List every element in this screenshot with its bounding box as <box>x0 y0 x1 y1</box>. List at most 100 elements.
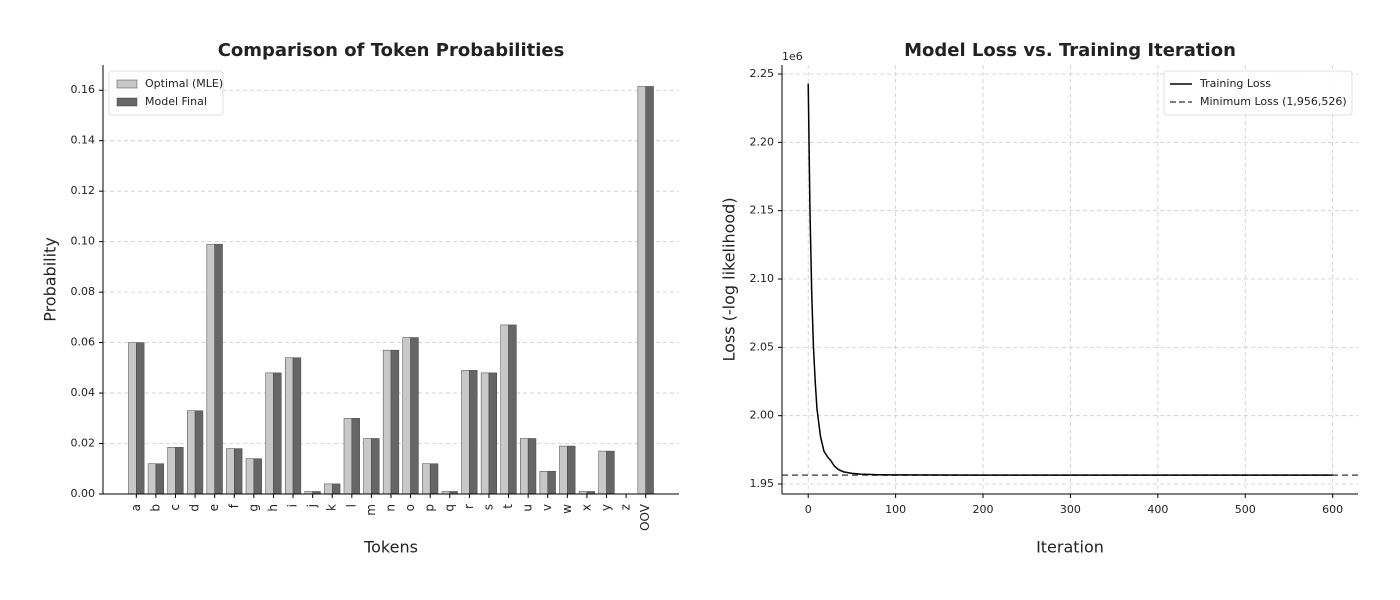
legend-label: Minimum Loss (1,956,526) <box>1200 95 1347 108</box>
legend-label: Training Loss <box>1199 77 1271 90</box>
y-tick-label: 1.95 <box>750 477 775 490</box>
x-tick-label: 400 <box>1147 503 1168 516</box>
bar <box>214 243 223 495</box>
y-tick-label: 2.25 <box>750 67 775 80</box>
x-tick-label: r <box>462 504 476 509</box>
bar <box>500 324 509 495</box>
bar <box>292 357 302 495</box>
bar <box>343 418 353 495</box>
x-tick-label: c <box>168 504 182 511</box>
bar <box>284 357 294 495</box>
bar <box>488 372 498 495</box>
y-tick-label: 0.10 <box>71 235 96 248</box>
y-axis-label: Loss (-log likelihood) <box>720 197 739 361</box>
chart-title: Comparison of Token Probabilities <box>218 40 565 61</box>
x-tick-label: z <box>619 504 633 510</box>
bar <box>527 438 537 495</box>
bar <box>194 410 204 495</box>
x-tick-label: i <box>286 504 300 507</box>
offset-label: 1e6 <box>782 50 803 63</box>
x-axis-label: Tokens <box>363 538 418 557</box>
x-tick-label: v <box>540 504 554 511</box>
x-tick-label: n <box>384 504 398 512</box>
x-axis-label: Iteration <box>1036 538 1104 557</box>
bar <box>331 483 341 495</box>
bar <box>606 450 615 495</box>
x-tick-label: b <box>148 504 162 512</box>
bar <box>469 370 478 495</box>
x-tick-label: s <box>481 504 495 510</box>
bar <box>382 349 392 495</box>
bar <box>567 445 576 495</box>
legend-swatch <box>116 97 138 107</box>
y-tick-label: 0.12 <box>71 184 96 197</box>
y-tick-label: 0.16 <box>71 83 96 96</box>
y-tick-label: 2.15 <box>750 204 775 217</box>
x-tick-label: w <box>560 504 574 514</box>
legend-label: Optimal (MLE) <box>145 77 223 90</box>
bar <box>136 342 145 495</box>
bar <box>520 438 529 495</box>
bar <box>324 483 333 495</box>
legend-box <box>108 70 224 116</box>
bar <box>410 337 419 495</box>
x-tick-label: a <box>129 504 143 511</box>
bar <box>175 447 184 495</box>
y-tick-label: 0.00 <box>71 487 96 500</box>
x-tick-label: k <box>325 504 339 511</box>
bar <box>147 463 157 495</box>
bar <box>598 450 607 495</box>
y-tick-label: 2.05 <box>750 340 775 353</box>
bar <box>508 324 517 495</box>
bar <box>234 448 243 495</box>
bar <box>226 448 235 495</box>
bar <box>253 458 262 495</box>
bar <box>645 86 654 495</box>
bar <box>265 372 274 495</box>
x-tick-label: OOV <box>638 503 652 531</box>
x-tick-label: 0 <box>805 503 812 516</box>
x-tick-label: 100 <box>885 503 906 516</box>
bar <box>128 342 137 495</box>
x-tick-label: 500 <box>1235 503 1256 516</box>
x-tick-label: 600 <box>1322 503 1343 516</box>
bar <box>167 447 176 495</box>
bar <box>429 463 439 495</box>
legend-swatch <box>116 79 138 89</box>
bar <box>559 445 568 495</box>
x-tick-label: h <box>266 504 280 512</box>
y-tick-label: 0.14 <box>71 134 96 147</box>
x-tick-label: 200 <box>973 503 994 516</box>
bar <box>402 337 411 495</box>
bar <box>186 410 196 495</box>
y-tick-label: 0.04 <box>71 386 96 399</box>
y-tick-label: 2.10 <box>750 272 775 285</box>
x-tick-label: l <box>344 504 358 507</box>
bar <box>273 372 282 495</box>
y-tick-label: 0.06 <box>71 336 96 349</box>
legend-box <box>1163 70 1353 116</box>
x-tick-label: q <box>442 504 456 512</box>
x-tick-label: p <box>423 504 437 512</box>
bar <box>363 438 372 495</box>
bar <box>547 471 556 495</box>
x-tick-label: y <box>599 504 613 511</box>
x-tick-label: u <box>521 504 535 512</box>
x-tick-label: e <box>207 504 221 511</box>
bar <box>422 463 431 495</box>
y-tick-label: 0.08 <box>71 285 96 298</box>
y-tick-label: 2.00 <box>750 409 775 422</box>
x-tick-label: 300 <box>1060 503 1081 516</box>
x-tick-label: x <box>579 504 593 511</box>
bar <box>206 243 215 495</box>
x-tick-label: m <box>364 504 378 516</box>
loss-line <box>807 83 1333 476</box>
bar <box>371 438 380 495</box>
y-tick-label: 2.20 <box>750 135 775 148</box>
x-tick-label: j <box>305 504 319 508</box>
bar <box>390 349 400 495</box>
x-tick-label: f <box>227 503 241 508</box>
y-axis-label: Probability <box>41 237 60 322</box>
bar <box>155 463 164 495</box>
